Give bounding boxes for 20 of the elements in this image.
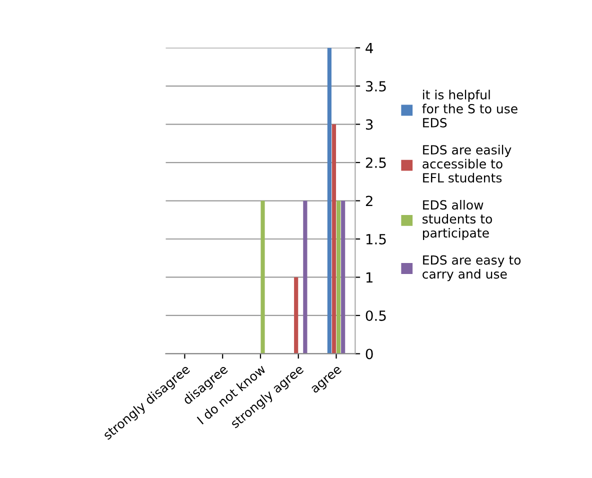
bar	[303, 200, 308, 354]
y-tick-label: 0.5	[366, 310, 386, 321]
legend-label: EDS are easy to carry and use	[422, 255, 521, 282]
bar	[332, 124, 336, 354]
y-tick-label: 1.5	[366, 234, 386, 244]
y-tick-label: 3.5	[366, 81, 386, 92]
legend-label: EDS allow students to participate	[422, 200, 492, 240]
bar	[327, 48, 332, 354]
y-tick-label: 2	[366, 196, 372, 206]
legend-label: EDS are easily accessible to EFL students	[422, 144, 512, 183]
y-tick-label: 3	[366, 119, 373, 130]
bar	[341, 200, 346, 354]
y-tick-label: 2.5	[366, 157, 386, 168]
legend-label: it is helpful for the S to use EDS	[422, 90, 518, 128]
y-tick-label: 0	[366, 348, 373, 360]
y-tick-label: 4	[366, 42, 373, 54]
bar	[336, 200, 341, 354]
bar	[260, 200, 265, 354]
bar	[294, 277, 298, 354]
y-tick-label: 1	[366, 272, 372, 283]
